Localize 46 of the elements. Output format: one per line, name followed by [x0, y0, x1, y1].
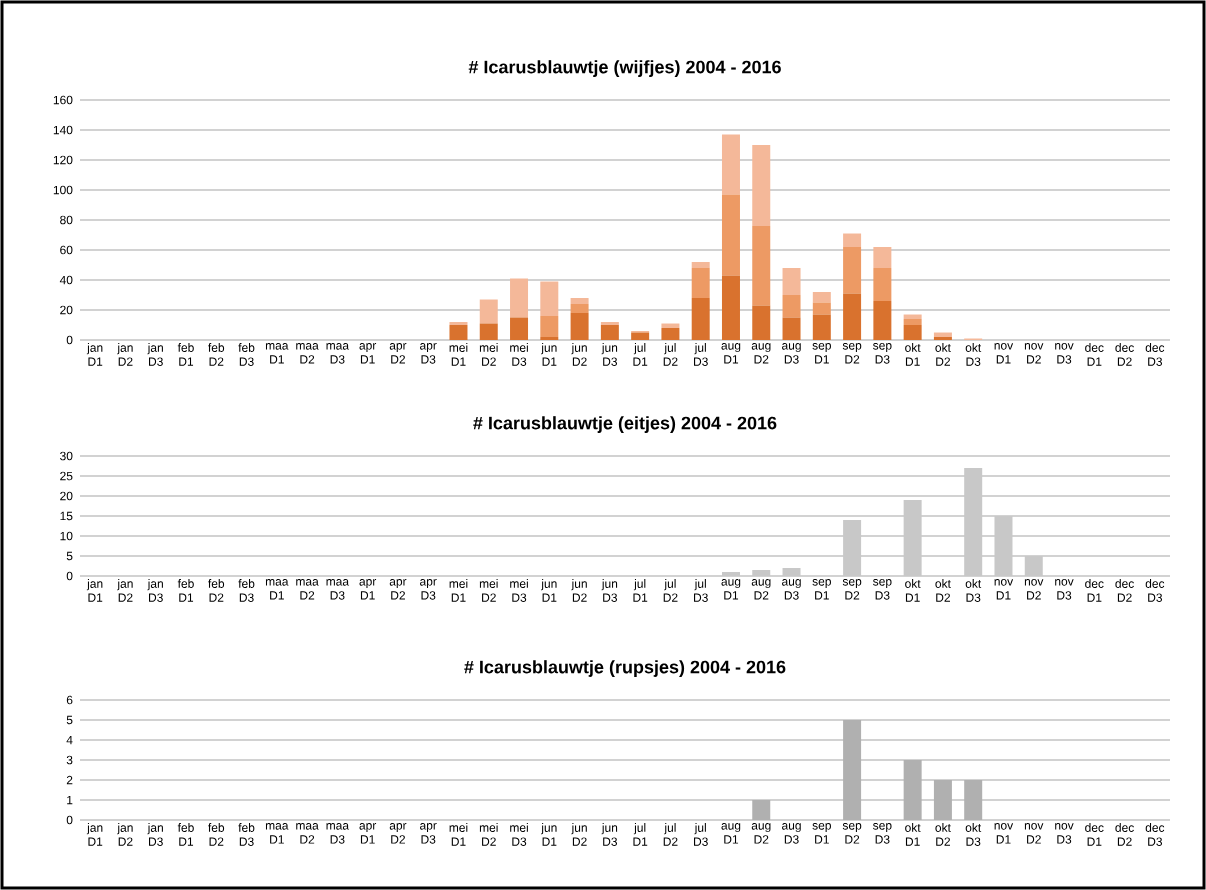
bar [570, 313, 589, 341]
bar [721, 134, 740, 195]
bar [600, 325, 619, 341]
bar [843, 520, 862, 577]
bar [994, 516, 1013, 577]
bar [782, 268, 801, 296]
bar [1024, 556, 1043, 577]
bar [691, 262, 710, 269]
bar [903, 319, 922, 326]
bar [570, 304, 589, 314]
bar [873, 301, 892, 341]
bar [449, 325, 468, 341]
bar [812, 292, 831, 303]
bar [570, 298, 589, 305]
bar [691, 268, 710, 299]
bar [631, 332, 650, 341]
bar [752, 305, 771, 341]
bar [752, 145, 771, 227]
bar [812, 302, 831, 315]
bar [752, 226, 771, 306]
bar [540, 316, 559, 338]
bar [479, 299, 498, 324]
bar [540, 281, 559, 317]
bar [964, 468, 983, 577]
bar [721, 275, 740, 341]
bar [752, 570, 771, 577]
chart-title: # Icarusblauwtje (wijfjes) 2004 - 2016 [468, 60, 781, 77]
bar [661, 328, 680, 341]
bar [843, 247, 862, 294]
bar [782, 317, 801, 341]
bar [873, 247, 892, 269]
bar [782, 568, 801, 577]
chart-title: # Icarusblauwtje (rupsjes) 2004 - 2016 [464, 660, 786, 677]
bar [903, 325, 922, 341]
chart-title: # Icarusblauwtje (eitjes) 2004 - 2016 [473, 416, 777, 433]
bar [843, 233, 862, 248]
bar [479, 323, 498, 341]
bar [903, 500, 922, 577]
bar [843, 293, 862, 341]
bar [510, 317, 529, 341]
bar [510, 278, 529, 318]
bar [721, 194, 740, 276]
bar [812, 314, 831, 341]
bar [782, 295, 801, 318]
bar [691, 298, 710, 341]
bar [873, 268, 892, 302]
